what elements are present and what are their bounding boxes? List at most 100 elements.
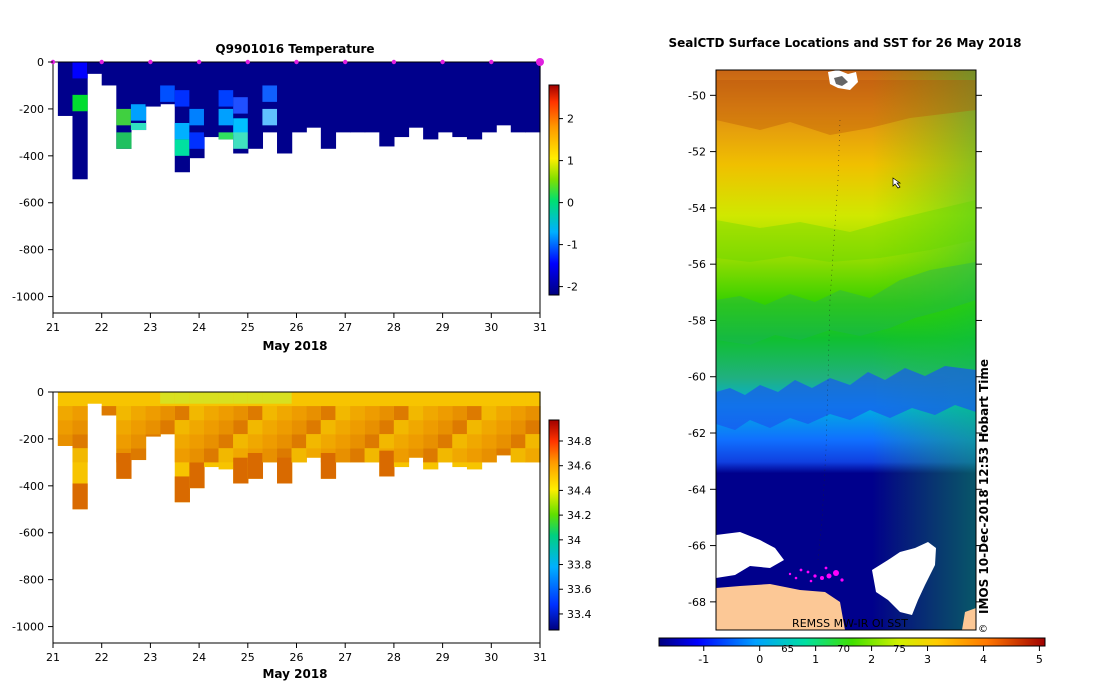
temperature-feature xyxy=(72,94,88,112)
salinity-band xyxy=(277,406,293,421)
temperature-feature xyxy=(218,90,234,107)
salinity-band xyxy=(203,448,220,463)
sst-map-title: SealCTD Surface Locations and SST for 26… xyxy=(668,36,1021,50)
temperature-profile xyxy=(452,62,468,138)
salinity-band xyxy=(423,448,439,463)
salinity-band xyxy=(57,406,74,421)
temperature-profile xyxy=(393,62,410,138)
salinity-band xyxy=(101,406,117,416)
salinity-band xyxy=(335,420,351,435)
temperature-x-tick-label: 26 xyxy=(290,321,304,334)
salinity-band xyxy=(247,406,264,421)
salinity-band xyxy=(145,406,161,421)
salinity-band xyxy=(320,434,337,449)
temperature-colorbar-label: 0 xyxy=(567,197,574,210)
sst-map-panel: SealCTD Surface Locations and SST for 26… xyxy=(658,36,1046,666)
salinity-band xyxy=(189,434,205,449)
salinity-band xyxy=(466,420,483,435)
salinity-band xyxy=(525,434,541,449)
salinity-colorbar-label: 34.4 xyxy=(567,484,592,497)
temperature-feature xyxy=(262,85,278,102)
salinity-band xyxy=(335,434,351,449)
surface-marker xyxy=(489,59,494,65)
sst-colorbar-sublabel: 65 xyxy=(781,644,794,655)
salinity-x-tick-label: 28 xyxy=(387,651,401,664)
land-antarctica xyxy=(716,584,845,630)
salinity-deep xyxy=(277,457,293,484)
salinity-band xyxy=(423,420,439,435)
sst-map-frame xyxy=(715,69,977,631)
salinity-band xyxy=(525,448,541,463)
sst-colorbar-label: 3 xyxy=(924,653,931,666)
salinity-band xyxy=(525,420,541,435)
salinity-band xyxy=(145,420,161,435)
temperature-x-tick-label: 29 xyxy=(436,321,450,334)
salinity-band xyxy=(306,406,322,421)
salinity-band xyxy=(72,406,88,421)
salinity-x-axis: 21 22 23 24 25 26 27 28 29 30 31 xyxy=(46,643,547,664)
salinity-x-tick-label: 23 xyxy=(143,651,157,664)
salinity-band xyxy=(510,420,526,435)
salinity-band xyxy=(203,434,220,449)
salinity-x-tick-label: 30 xyxy=(484,651,498,664)
salinity-band xyxy=(510,434,526,449)
temperature-feature xyxy=(218,132,234,140)
salinity-band xyxy=(116,406,132,421)
salinity-band xyxy=(320,406,337,421)
salinity-band xyxy=(218,406,234,421)
salinity-fresh xyxy=(262,392,278,404)
salinity-colorbar-label: 33.4 xyxy=(567,608,592,621)
salinity-fresh xyxy=(233,392,249,404)
salinity-band xyxy=(350,406,366,421)
salinity-fresh xyxy=(174,392,190,404)
seal-track xyxy=(817,119,841,561)
salinity-cells xyxy=(57,392,541,510)
salinity-fresh xyxy=(189,392,205,404)
salinity-x-tick-label: 21 xyxy=(46,651,60,664)
temperature-colorbar-label: 1 xyxy=(567,155,574,168)
salinity-band xyxy=(510,406,526,421)
temperature-x-axis: 21 22 23 24 25 26 27 28 29 30 31 xyxy=(46,313,547,334)
sst-y-tick-label: -66 xyxy=(688,540,706,553)
salinity-band xyxy=(335,448,351,463)
temperature-xlabel: May 2018 xyxy=(262,339,327,353)
salinity-y-tick-label: -1000 xyxy=(12,621,44,634)
salinity-band xyxy=(496,448,512,456)
copyright-symbol: © xyxy=(978,624,988,635)
surface-marker xyxy=(196,59,202,65)
salinity-x-tick-label: 26 xyxy=(290,651,304,664)
salinity-y-axis: 0 -200 -400 -600 -800 -1000 xyxy=(12,386,53,634)
temperature-feature xyxy=(233,132,249,149)
salinity-xlabel: May 2018 xyxy=(262,667,327,681)
temperature-y-tick-label: -600 xyxy=(19,197,44,210)
salinity-band xyxy=(496,420,512,435)
salinity-band xyxy=(57,434,74,446)
salinity-y-tick-label: -400 xyxy=(19,480,44,493)
imos-stamp: IMOS 10-Dec-2018 12:53 Hobart Time xyxy=(977,359,991,614)
temperature-colorbar-label: -2 xyxy=(567,281,578,294)
salinity-band xyxy=(160,406,176,421)
temperature-feature xyxy=(160,85,176,102)
temperature-profile xyxy=(203,62,220,138)
salinity-band xyxy=(408,420,424,435)
salinity-band xyxy=(247,434,264,449)
temperature-profile xyxy=(510,62,526,133)
salinity-band xyxy=(277,434,293,449)
salinity-band xyxy=(262,448,278,463)
temperature-feature xyxy=(218,108,234,126)
sst-map-field: REMSS MW-IR OI SST xyxy=(716,70,976,630)
temperature-profile xyxy=(277,62,293,154)
salinity-band xyxy=(306,434,322,449)
cursor-icon xyxy=(892,177,902,189)
salinity-band xyxy=(379,406,395,421)
temperature-profile xyxy=(247,62,264,149)
salinity-band xyxy=(393,434,410,449)
salinity-band xyxy=(393,406,410,421)
salinity-band xyxy=(203,420,220,435)
salinity-band xyxy=(393,448,410,463)
temperature-y-tick-label: 0 xyxy=(37,56,44,69)
salinity-band xyxy=(364,448,380,463)
salinity-deep xyxy=(320,452,337,479)
surface-markers xyxy=(50,58,544,66)
salinity-band xyxy=(189,420,205,435)
